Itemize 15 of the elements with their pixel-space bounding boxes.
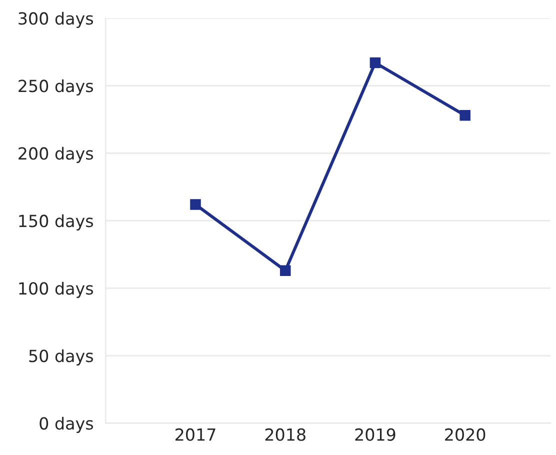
y-tick-label: 250 days xyxy=(18,79,94,96)
y-tick-label: 150 days xyxy=(19,214,94,230)
point xyxy=(370,57,381,68)
y-tick-label: 50 days xyxy=(29,349,94,366)
y-tick-label: 300 days xyxy=(18,12,94,28)
y-tick-label: 0 days xyxy=(40,416,94,433)
point xyxy=(460,110,470,121)
x-tick-label: 2019 xyxy=(355,428,396,441)
point xyxy=(190,199,201,210)
point xyxy=(280,265,291,276)
x-tick-label: 2018 xyxy=(265,428,306,441)
x-tick-label: 2020 xyxy=(445,428,486,441)
y-tick-label: 100 days xyxy=(19,282,94,298)
y-tick-label: 200 days xyxy=(18,146,94,163)
x-tick-label: 2017 xyxy=(176,428,216,441)
